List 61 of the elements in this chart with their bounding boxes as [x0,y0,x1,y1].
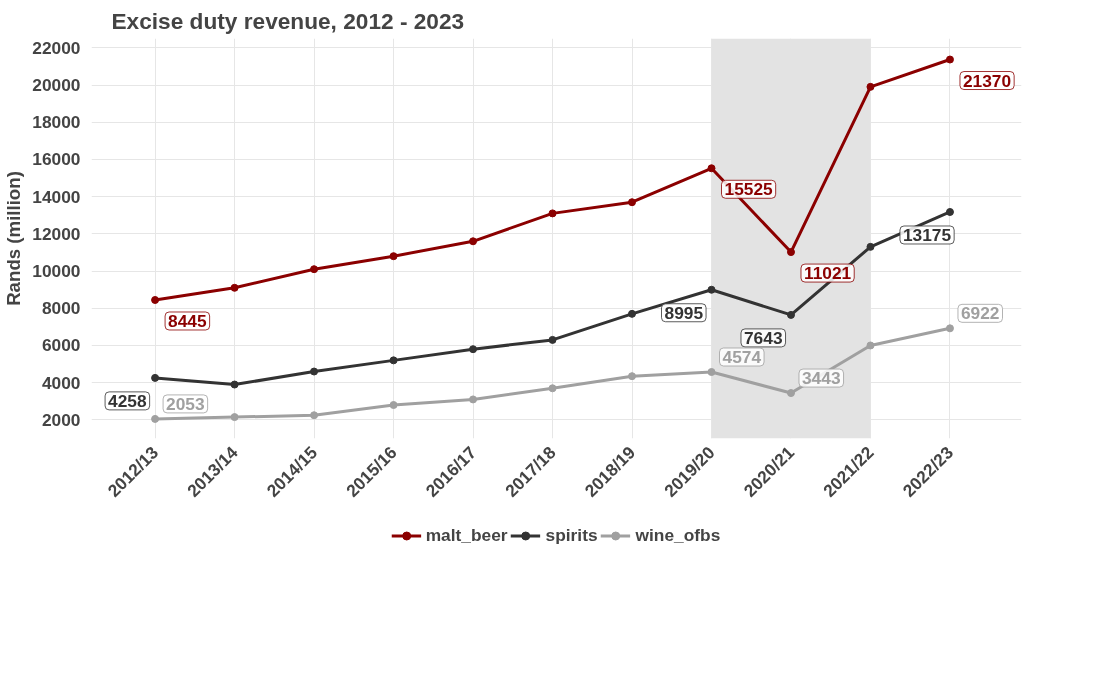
point [389,252,398,261]
point [945,208,954,216]
data-label: 8995 [664,302,704,323]
point [707,368,716,376]
point [786,389,795,398]
point [230,413,239,422]
legend-label: malt_beer [425,524,508,546]
y-tick-label: 6000 [41,335,81,356]
point [310,411,319,420]
y-tick-label: 2000 [41,409,81,430]
y-tick-label: 10000 [32,261,81,282]
point [786,248,795,257]
point [230,283,239,292]
point [707,164,716,173]
point [469,395,478,404]
chart-title: Excise duty revenue, 2012 - 2023 [111,7,465,34]
point [548,335,557,344]
y-tick-label: 12000 [32,223,81,244]
data-label: 4258 [108,390,147,411]
point [866,341,875,350]
y-tick-label: 14000 [32,186,81,207]
point [469,237,478,246]
point [945,55,954,64]
point [151,373,160,382]
y-tick-label: 20000 [32,75,81,96]
point [389,356,398,365]
legend-label: wine_ofbs [635,524,721,546]
point [310,265,319,274]
y-tick-label: 18000 [32,112,81,133]
point [628,198,637,207]
point [866,242,875,251]
y-axis-title: Rands (million) [3,171,25,306]
y-tick-label: 8000 [41,298,81,319]
point [628,372,637,381]
data-label: 4574 [722,347,762,368]
legend-label: spirits [545,524,598,546]
data-label: 21370 [962,70,1012,91]
data-label: 15525 [724,179,774,200]
point [230,380,239,389]
point [628,309,637,318]
y-tick-label: 16000 [32,149,81,170]
y-tick-label: 4000 [41,372,81,393]
data-label: 7643 [743,327,783,348]
data-label: 13175 [902,224,952,245]
point [945,324,954,333]
y-tick-label: 22000 [32,37,81,58]
point [469,345,478,354]
data-label: 2053 [166,393,205,414]
point [548,384,557,393]
point [866,82,875,91]
data-label: 3443 [801,368,841,389]
point [786,310,795,319]
point [310,367,319,376]
point [548,209,557,218]
point [389,401,398,409]
data-label: 6922 [960,303,1000,324]
point [707,285,716,294]
point [151,296,160,304]
point [151,414,160,423]
data-label: 11021 [803,263,852,284]
data-label: 8445 [168,310,207,331]
